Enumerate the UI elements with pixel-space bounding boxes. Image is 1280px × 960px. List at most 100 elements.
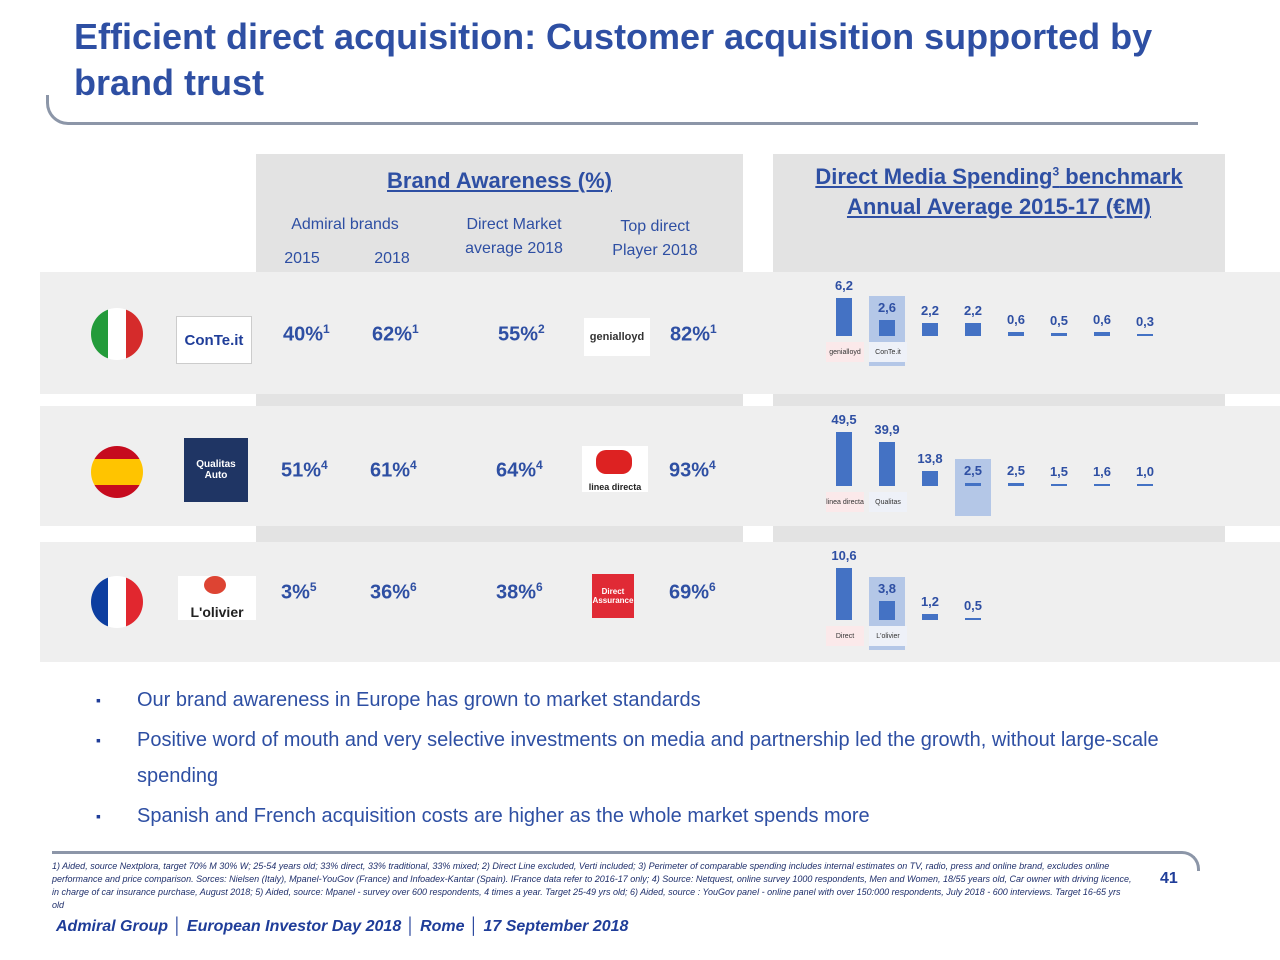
spending-bar <box>965 618 981 620</box>
row-separator-d <box>773 526 1225 542</box>
tree-icon <box>204 576 226 594</box>
flag-france-icon <box>91 576 143 628</box>
spending-header-line1: Direct Media Spending3 benchmark <box>773 164 1225 190</box>
footer-rule <box>52 851 1152 854</box>
spending-value-label: 0,6 <box>1092 312 1112 327</box>
spending-value-label: 2,5 <box>963 463 983 478</box>
italy-2015: 40%1 <box>283 322 330 347</box>
spending-header-line2: Annual Average 2015-17 (€M) <box>846 194 1152 219</box>
spain-market-note: 4 <box>536 458 543 472</box>
spending-bar <box>922 614 938 620</box>
spending-value-label: 2,2 <box>963 303 983 318</box>
italy-market: 55%2 <box>498 322 545 347</box>
col-admiral-brands: Admiral brands <box>291 216 399 233</box>
spending-bar <box>922 323 938 336</box>
row-separator-b <box>773 394 1225 406</box>
italy-market-note: 2 <box>538 322 545 336</box>
spending-bar <box>922 471 938 486</box>
italy-2015-value: 40% <box>283 323 324 346</box>
france-2018: 36%6 <box>370 580 417 605</box>
spending-header-panel <box>773 154 1225 272</box>
spain-market-value: 64% <box>496 459 537 482</box>
awareness-header: Brand Awareness (%) <box>387 168 612 193</box>
italy-market-value: 55% <box>498 323 539 346</box>
spending-bar <box>965 323 981 336</box>
france-2015-value: 3% <box>281 581 310 604</box>
col-2015: 2015 <box>284 250 320 267</box>
spending-value-label: 10,6 <box>831 548 857 563</box>
spending-header-text: Direct Media Spending <box>815 164 1053 189</box>
spending-value-label: 3,8 <box>877 581 897 596</box>
spending-value-label: 0,5 <box>1049 313 1069 328</box>
spain-2015-value: 51% <box>281 459 322 482</box>
spain-2018-value: 61% <box>370 459 411 482</box>
spending-chart-france: 10,6 3,8 1,2 0,5 Direct L'olivier <box>824 546 1184 654</box>
france-market: 38%6 <box>496 580 543 605</box>
spain-top: 93%4 <box>669 458 716 483</box>
spending-bar <box>1137 334 1153 336</box>
spending-chart-spain: 49,5 39,9 13,8 2,5 2,5 1,5 1,6 1,0 linea directa… <box>824 410 1184 520</box>
france-market-note: 6 <box>536 580 543 594</box>
france-market-value: 38% <box>496 581 537 604</box>
spending-bar <box>965 483 981 486</box>
spending-bar <box>879 442 895 486</box>
highlight-admiral-bar <box>955 459 991 516</box>
col-market-l2: average 2018 <box>465 240 563 257</box>
spain-market: 64%4 <box>496 458 543 483</box>
france-2015-note: 5 <box>309 580 317 594</box>
france-top: 69%6 <box>669 580 716 605</box>
conte-logo: ConTe.it <box>176 316 252 364</box>
spending-bar <box>1008 483 1024 486</box>
mini-brand-logo: genialloyd <box>826 342 864 362</box>
mini-brand-logo: Qualitas <box>869 492 907 512</box>
italy-2015-note: 1 <box>323 322 330 336</box>
spending-value-label: 0,5 <box>963 598 983 613</box>
spending-bar <box>836 298 852 336</box>
italy-top-note: 1 <box>710 322 717 336</box>
col-2018: 2018 <box>374 250 410 267</box>
spending-value-label: 0,3 <box>1135 314 1155 329</box>
bullet-item: Spanish and French acquisition costs are… <box>96 798 1196 834</box>
awareness-header-panel <box>256 154 743 272</box>
spending-value-label: 1,2 <box>920 594 940 609</box>
spending-value-label: 1,0 <box>1135 464 1155 479</box>
car-icon <box>596 450 632 474</box>
italy-2018-value: 62% <box>372 323 413 346</box>
france-top-note: 6 <box>709 580 716 594</box>
row-separator-a <box>256 394 743 406</box>
title-underline <box>74 122 1198 125</box>
lolivier-text: L'olivier <box>190 604 244 620</box>
flag-italy-icon <box>91 308 143 360</box>
france-2018-value: 36% <box>370 581 411 604</box>
col-market-l1: Direct Market <box>466 216 562 233</box>
italy-2018: 62%1 <box>372 322 419 347</box>
spending-bar <box>1094 484 1110 486</box>
spain-2015-note: 4 <box>321 458 328 472</box>
spending-bar <box>1137 484 1153 486</box>
mini-brand-logo: L'olivier <box>869 626 907 646</box>
spain-top-note: 4 <box>709 458 716 472</box>
col-top-l1: Top direct <box>620 218 690 235</box>
spending-value-label: 39,9 <box>874 422 900 437</box>
mini-brand-logo: Direct <box>826 626 864 646</box>
spending-chart-italy: 6,2 2,6 2,2 2,2 0,6 0,5 0,6 0,3 genialloyd ConTe.… <box>824 276 1184 370</box>
spain-2015: 51%4 <box>281 458 328 483</box>
row-separator-c <box>256 526 743 542</box>
france-top-value: 69% <box>669 581 710 604</box>
bullet-list: Our brand awareness in Europe has grown … <box>96 682 1196 834</box>
spending-value-label: 2,6 <box>877 300 897 315</box>
spending-header-benchmark: benchmark <box>1059 164 1183 189</box>
genialloyd-logo: genialloyd <box>584 318 650 356</box>
page-title: Efficient direct acquisition: Customer a… <box>74 16 1153 103</box>
italy-top-value: 82% <box>670 323 711 346</box>
italy-2018-note: 1 <box>412 322 419 336</box>
spending-bar <box>1008 332 1024 336</box>
spending-bar <box>836 568 852 620</box>
qualitas-logo: Qualitas Auto <box>184 438 248 502</box>
spending-value-label: 0,6 <box>1006 312 1026 327</box>
spain-top-value: 93% <box>669 459 710 482</box>
spending-value-label: 49,5 <box>831 412 857 427</box>
france-2015: 3%5 <box>281 580 317 605</box>
spending-bar <box>1051 333 1067 336</box>
linea-directa-text: linea directa <box>588 482 642 492</box>
